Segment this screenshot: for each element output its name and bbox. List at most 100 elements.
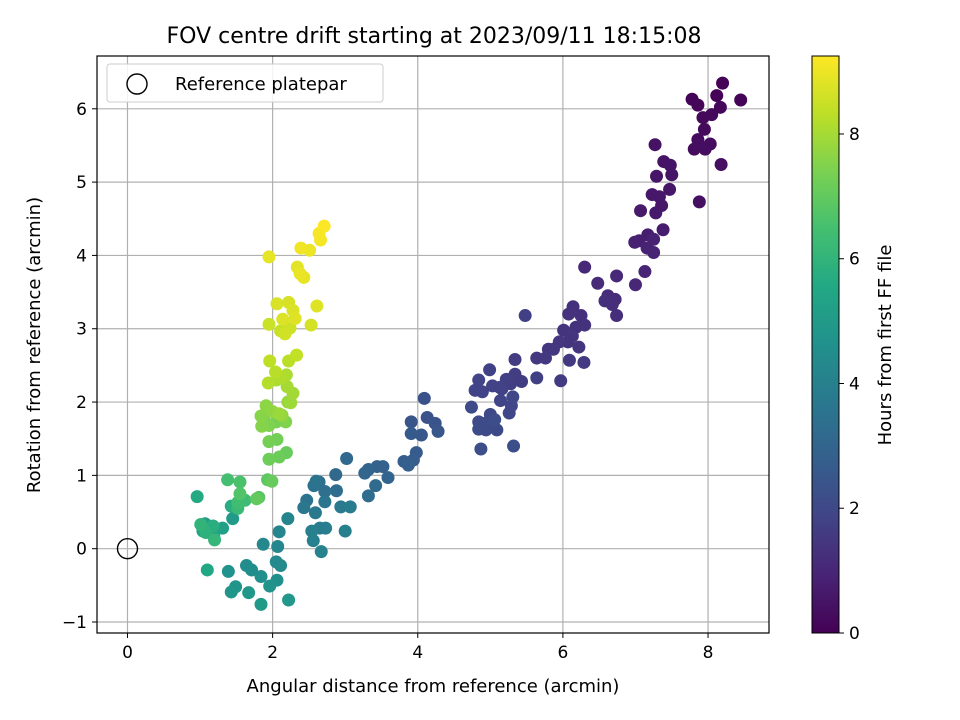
data-point	[245, 563, 259, 577]
data-point	[194, 517, 208, 531]
data-point	[288, 311, 302, 325]
data-point	[628, 278, 642, 292]
y-axis-label: Rotation from reference (arcmin)	[24, 197, 45, 493]
data-point	[334, 500, 348, 514]
data-point	[271, 539, 285, 553]
data-point	[255, 419, 269, 433]
data-point	[577, 355, 591, 369]
data-point	[530, 371, 544, 385]
data-point	[281, 512, 295, 526]
data-point	[562, 353, 576, 367]
data-point	[297, 501, 311, 515]
data-point	[692, 138, 706, 152]
data-point	[475, 385, 489, 399]
data-point	[272, 525, 286, 539]
data-point	[361, 489, 375, 503]
data-point	[269, 365, 283, 379]
data-point	[483, 363, 497, 377]
data-point	[319, 521, 333, 535]
data-point	[431, 424, 445, 438]
colorbar-tick-label: 4	[849, 374, 860, 394]
data-point	[276, 312, 290, 326]
data-point	[200, 563, 214, 577]
data-point	[190, 490, 204, 504]
y-tick-label: 6	[76, 100, 87, 120]
legend: Reference platepar	[106, 63, 384, 103]
data-point	[343, 500, 357, 514]
legend-box	[106, 63, 384, 103]
data-point	[224, 585, 238, 599]
data-point	[278, 327, 292, 341]
data-point	[306, 534, 320, 548]
data-point	[538, 351, 552, 365]
data-point	[221, 473, 235, 487]
data-point	[305, 524, 319, 538]
data-point	[262, 435, 276, 449]
plot-frame	[96, 55, 770, 634]
colorbar-label: Hours from first FF file	[875, 245, 896, 446]
data-point	[591, 276, 605, 290]
data-point	[318, 484, 332, 498]
data-point	[518, 309, 532, 323]
data-point	[710, 89, 724, 103]
data-point	[472, 373, 486, 387]
data-point	[663, 158, 677, 172]
data-point	[263, 354, 277, 368]
data-point	[649, 206, 663, 220]
data-point	[270, 297, 284, 311]
data-point	[262, 317, 276, 331]
data-point	[464, 400, 478, 414]
data-point	[502, 406, 516, 420]
colorbar-tick-label: 8	[849, 125, 860, 145]
colorbar-tick-label: 2	[849, 499, 860, 519]
data-point	[578, 260, 592, 274]
data-point	[638, 265, 652, 279]
chart-title: FOV centre drift starting at 2023/09/11 …	[167, 24, 702, 49]
data-point	[369, 479, 383, 493]
data-point	[329, 484, 343, 498]
data-point	[404, 415, 418, 429]
data-point	[508, 353, 522, 367]
data-point	[401, 458, 415, 472]
data-point	[705, 108, 719, 122]
data-point	[290, 348, 304, 362]
data-point	[265, 474, 279, 488]
reference-marker-icon	[126, 73, 148, 95]
x-tick-label: 8	[703, 643, 714, 663]
data-point	[414, 428, 428, 442]
data-point	[262, 452, 276, 466]
data-point	[572, 340, 586, 354]
y-tick-label: 4	[76, 246, 87, 266]
grid-lines	[97, 56, 769, 633]
data-point	[272, 450, 286, 464]
data-point	[254, 409, 268, 423]
data-point	[242, 586, 256, 600]
data-point	[329, 468, 343, 482]
data-point	[381, 471, 395, 485]
y-tick-label: 1	[76, 466, 87, 486]
y-tick-label: −1	[62, 613, 87, 633]
data-point	[263, 579, 277, 593]
data-point	[598, 294, 612, 308]
data-point	[256, 537, 270, 551]
data-point	[314, 545, 328, 559]
data-point	[493, 380, 507, 394]
data-point	[610, 309, 624, 323]
data-point	[294, 241, 308, 255]
data-point	[317, 219, 331, 233]
data-point	[261, 376, 275, 390]
data-point	[404, 427, 418, 441]
data-point	[507, 439, 521, 453]
data-point	[250, 492, 264, 506]
legend-entry: Reference platepar	[175, 74, 347, 95]
data-point	[308, 506, 322, 520]
y-tick-label: 3	[76, 320, 87, 340]
data-point	[282, 593, 296, 607]
y-tick-label: 2	[76, 393, 87, 413]
data-point	[233, 487, 247, 501]
data-point	[648, 138, 662, 152]
data-point	[358, 466, 372, 480]
data-point	[474, 442, 488, 456]
data-point	[262, 250, 276, 264]
